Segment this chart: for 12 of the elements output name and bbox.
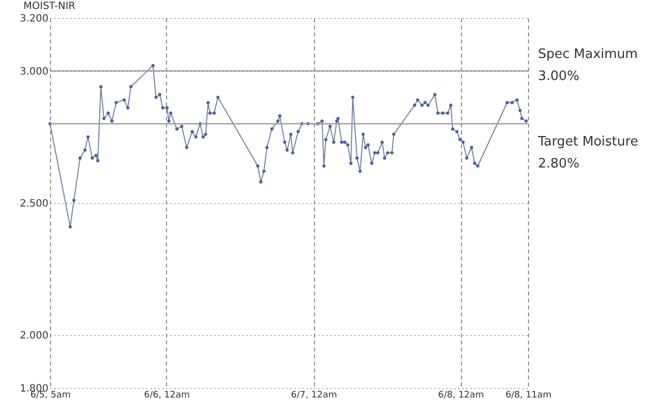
ref-line-label: Target Moisture 2.80% (537, 134, 638, 172)
x-tick-label: 6/6, 12am (144, 390, 190, 400)
y-tick-label: 2.000 (20, 330, 48, 342)
y-tick-label: 3.200 (20, 14, 48, 24)
x-tick-label: 6/7, 12am (291, 390, 337, 400)
y-tick-label: 2.500 (20, 198, 48, 210)
y-tick-label: 3.000 (20, 66, 48, 78)
x-tick-label: 6/8, 12am (438, 390, 484, 400)
chart-title: MOIST-NIR (23, 1, 76, 12)
x-tick-label: 6/8, 11am (506, 390, 552, 400)
x-tick-label: 6/5, 5am (30, 390, 71, 400)
ref-line-label: Spec Maximum 3.00% (538, 46, 638, 84)
